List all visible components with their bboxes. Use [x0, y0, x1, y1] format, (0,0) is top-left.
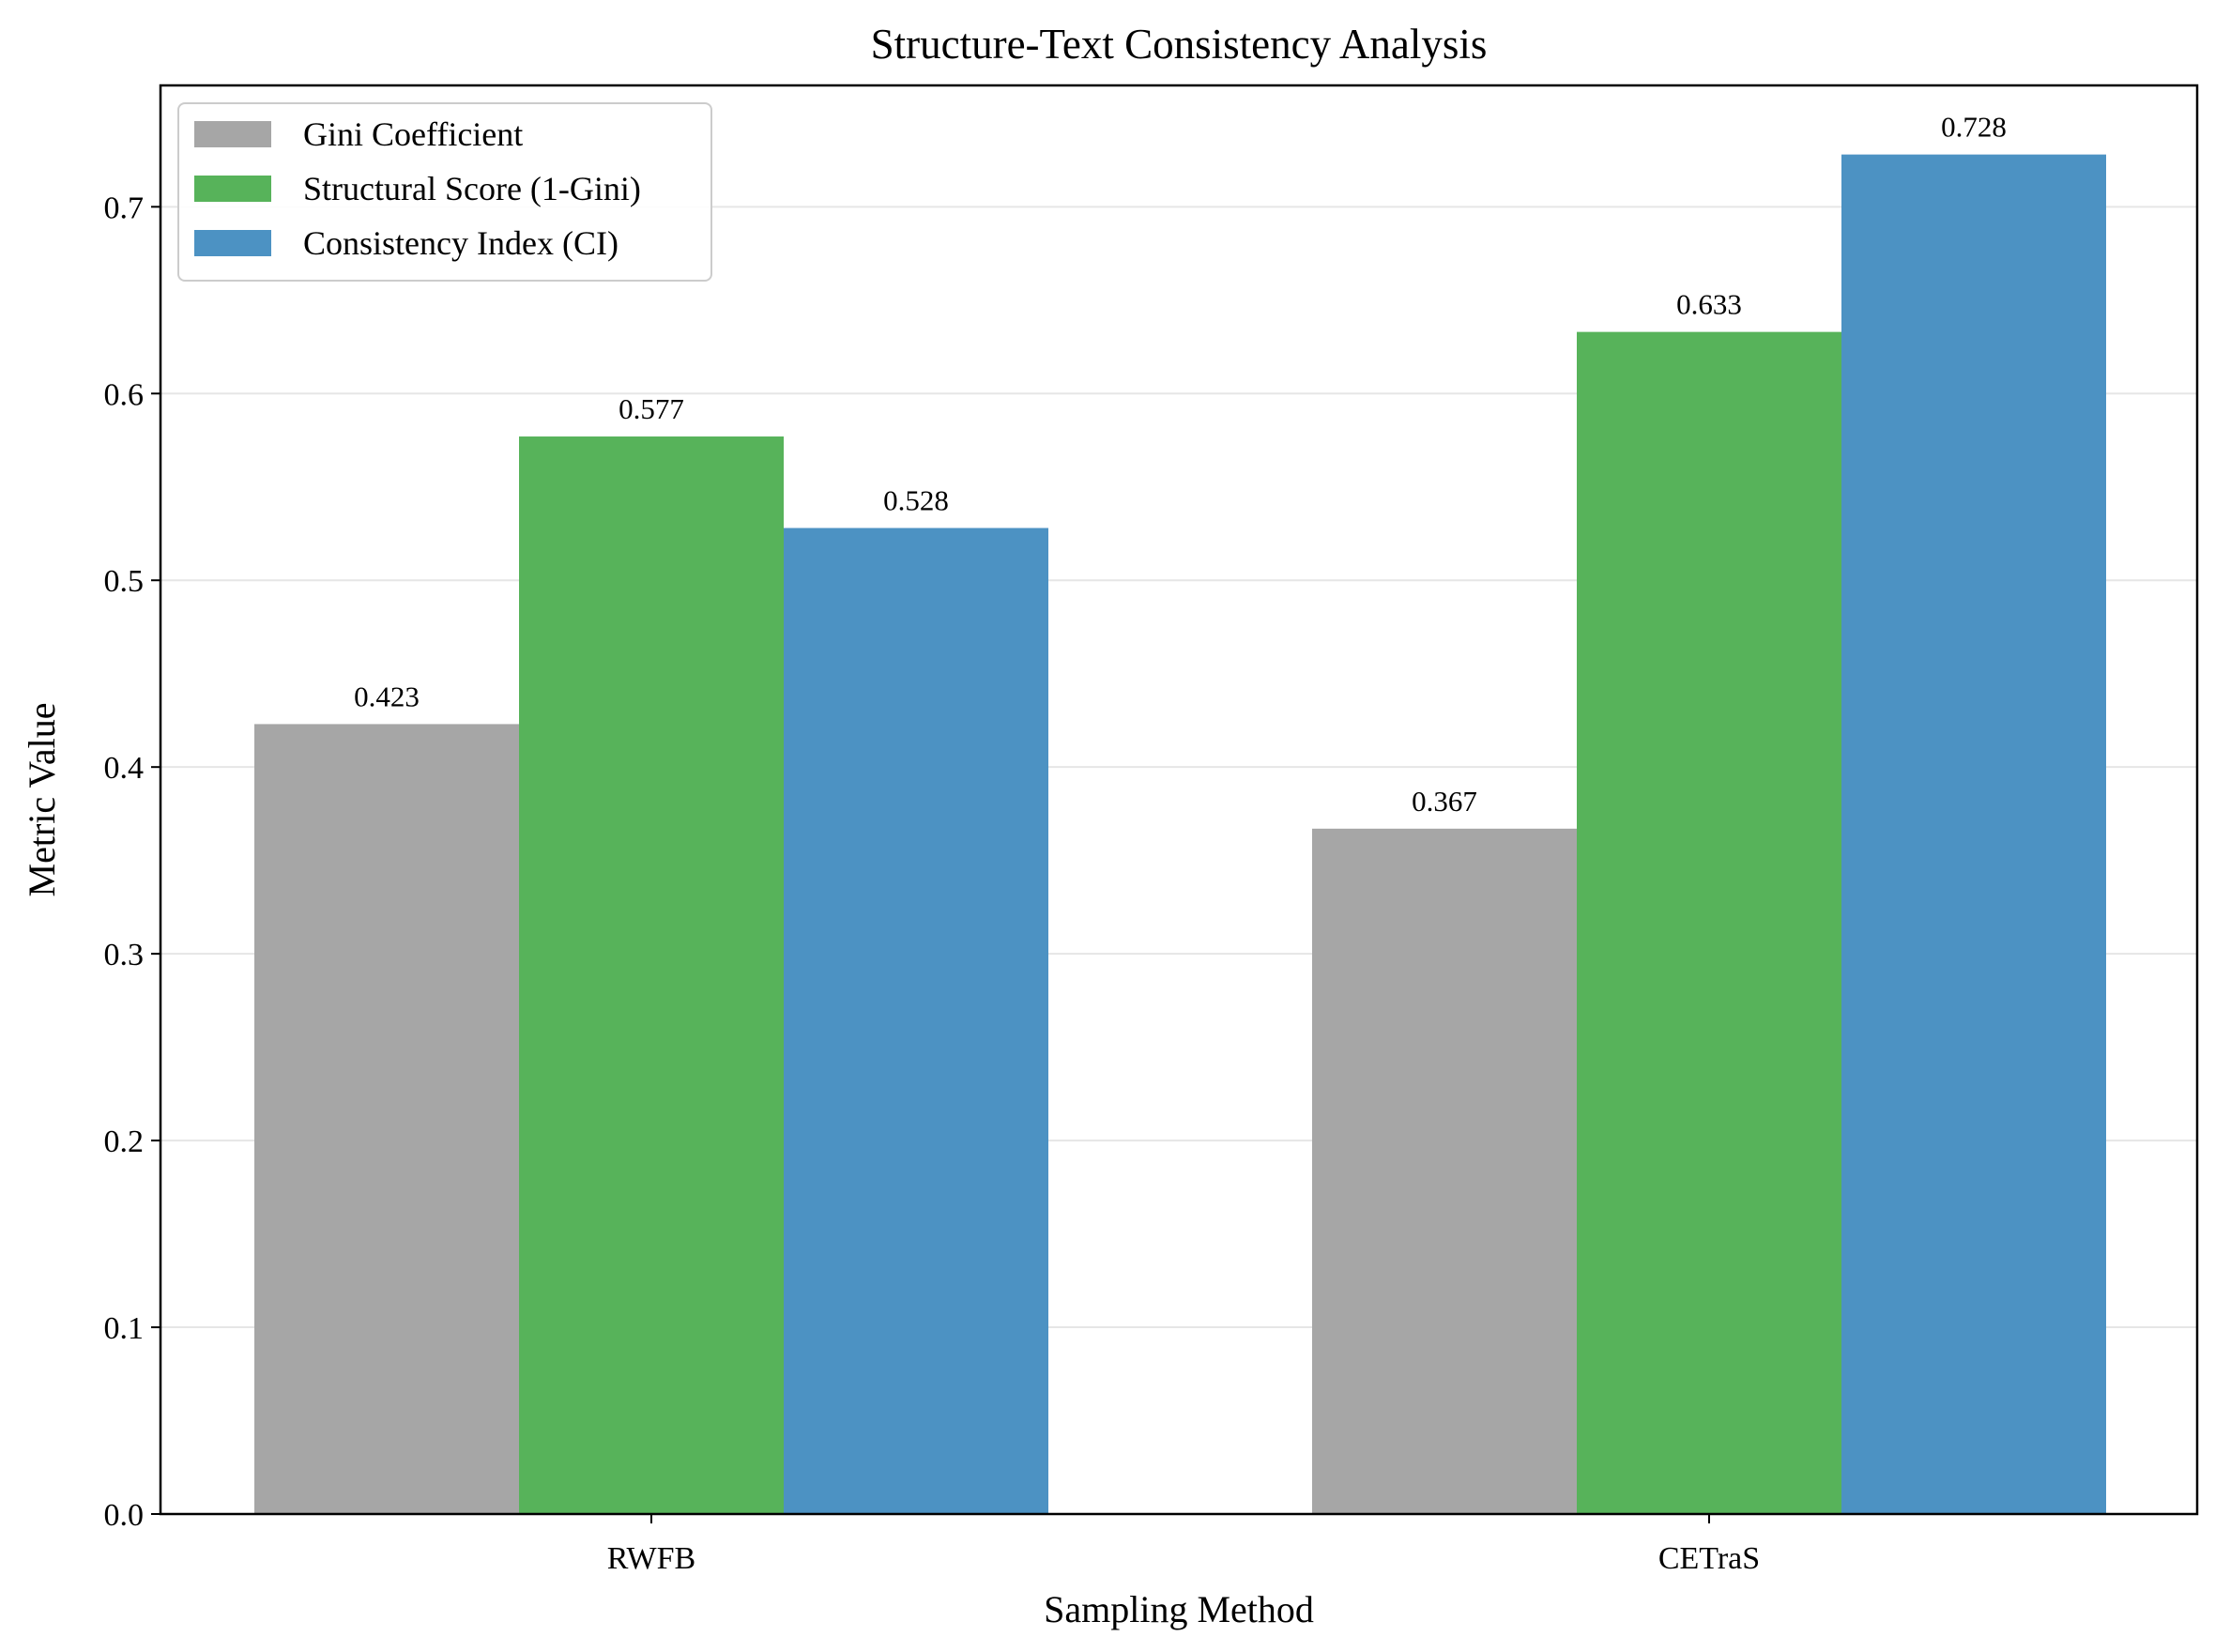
bar-value-label: 0.528: [883, 484, 949, 517]
y-tick-label: 0.3: [104, 938, 145, 972]
legend-label: Structural Score (1-Gini): [303, 170, 641, 207]
y-axis: 0.0 0.1 0.2 0.3 0.4 0.5 0.6 0.7: [104, 191, 160, 1533]
y-tick-label: 0.5: [104, 564, 145, 599]
bar-value-label: 0.633: [1676, 288, 1742, 321]
legend-label: Gini Coefficient: [303, 115, 523, 153]
y-tick-label: 0.0: [104, 1498, 145, 1533]
bar-value-label: 0.728: [1941, 111, 2007, 144]
y-tick-label: 0.2: [104, 1124, 145, 1159]
bar: [1312, 828, 1577, 1514]
bar: [1841, 154, 2106, 1515]
legend: Gini Coefficient Structural Score (1-Gini…: [177, 102, 712, 282]
legend-swatch: [194, 230, 271, 256]
legend-swatch: [194, 176, 271, 202]
bar: [519, 436, 784, 1515]
chart-title: Structure-Text Consistency Analysis: [871, 21, 1488, 68]
x-tick-label: RWFB: [607, 1541, 695, 1576]
y-tick-label: 0.6: [104, 377, 145, 412]
y-tick-label: 0.7: [104, 191, 145, 225]
x-axis: RWFB CETraS: [607, 1514, 1760, 1576]
legend-label: Consistency Index (CI): [303, 224, 619, 262]
bar: [784, 528, 1048, 1515]
y-tick-label: 0.4: [104, 751, 145, 786]
bar-value-label: 0.423: [354, 680, 420, 712]
legend-box: [177, 102, 712, 282]
y-axis-label: Metric Value: [21, 703, 63, 897]
bar: [254, 724, 519, 1514]
y-tick-label: 0.1: [104, 1311, 145, 1346]
value-labels: 0.423 0.367 0.577 0.633 0.528 0.728: [354, 111, 2007, 818]
legend-swatch: [194, 121, 271, 147]
bar: [1577, 331, 1841, 1514]
plot-frame: [159, 84, 2199, 1516]
bar-value-label: 0.367: [1412, 785, 1477, 818]
x-axis-label: Sampling Method: [1044, 1588, 1314, 1630]
bar-value-label: 0.577: [619, 392, 684, 425]
x-tick-label: CETraS: [1658, 1541, 1760, 1576]
bars: [254, 154, 2106, 1515]
